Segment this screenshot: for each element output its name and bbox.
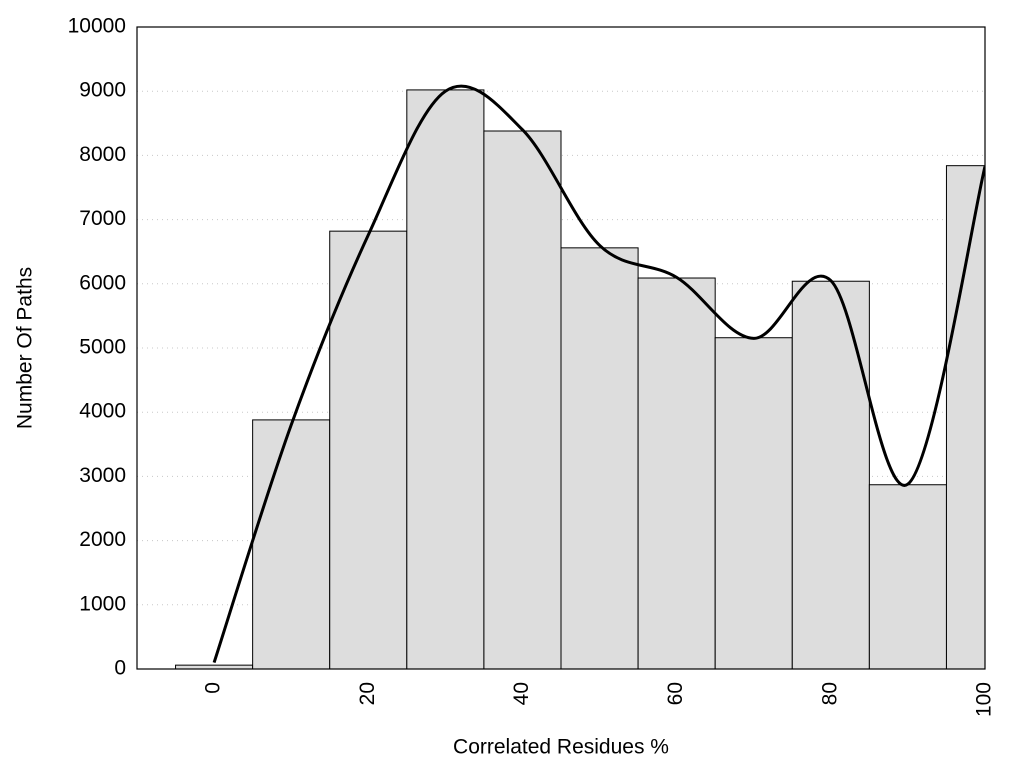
bar [637, 277, 716, 669]
x-tick-label: 60 [664, 682, 687, 705]
y-axis-label: Number Of Paths [14, 267, 37, 429]
bar [406, 89, 485, 669]
bar [483, 130, 562, 669]
x-tick-label: 40 [510, 682, 533, 705]
y-tick-label: 3000 [79, 464, 126, 487]
bar [329, 230, 408, 669]
y-tick-label: 0 [114, 657, 126, 680]
x-tick-label: 80 [818, 682, 841, 705]
y-tick-label: 4000 [79, 400, 126, 423]
bar [714, 337, 793, 669]
y-tick-label: 9000 [79, 79, 126, 102]
y-tick-label: 5000 [79, 336, 126, 359]
bar [252, 419, 331, 669]
density-curve [212, 84, 985, 664]
x-tick-label: 100 [973, 682, 996, 717]
x-axis-label: Correlated Residues % [453, 736, 669, 759]
y-tick-label: 6000 [79, 271, 126, 294]
y-tick-label: 8000 [79, 143, 126, 166]
bar [868, 484, 947, 669]
bar [560, 247, 639, 669]
y-tick-label: 1000 [79, 592, 126, 615]
y-tick-label: 2000 [79, 528, 126, 551]
plot-frame [136, 26, 986, 670]
y-tick-label: 7000 [79, 207, 126, 230]
x-tick-label: 20 [356, 682, 379, 705]
y-tick-label: 10000 [68, 15, 126, 38]
bar [945, 165, 985, 669]
bar [791, 280, 870, 669]
x-tick-label: 0 [202, 682, 225, 694]
